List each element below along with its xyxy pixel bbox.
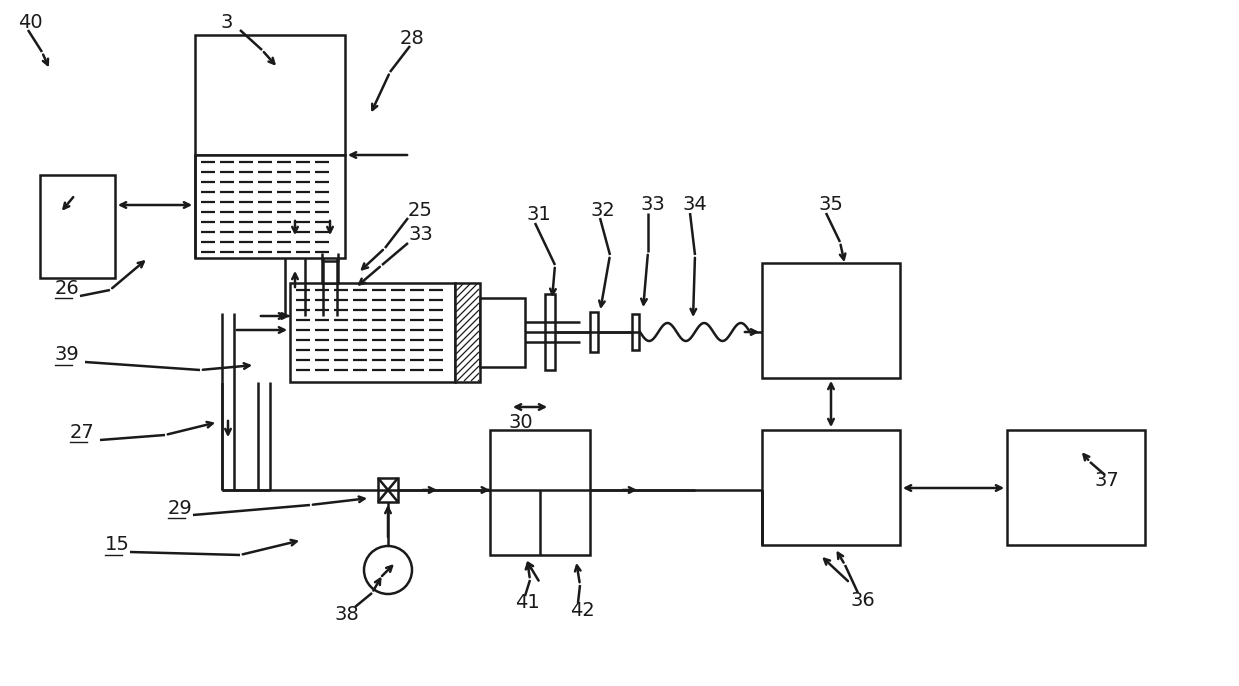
Text: 42: 42	[570, 600, 595, 619]
Bar	[455, 283, 479, 382]
Text: 33: 33	[408, 226, 432, 244]
Text: 35: 35	[818, 196, 843, 215]
Text: 27: 27	[69, 423, 94, 442]
Bar	[195, 155, 344, 258]
Text: 40: 40	[19, 12, 42, 32]
Bar	[545, 294, 555, 370]
Text: 33: 33	[641, 196, 665, 215]
Text: 36: 36	[850, 591, 875, 609]
Bar	[322, 261, 338, 283]
Text: 26: 26	[55, 279, 79, 298]
Bar	[378, 478, 398, 502]
Bar	[290, 283, 455, 382]
Text: 41: 41	[515, 593, 540, 613]
Text: 15: 15	[105, 536, 130, 554]
Bar	[590, 312, 598, 352]
Bar	[195, 35, 344, 155]
Bar	[40, 175, 115, 278]
Text: 32: 32	[590, 200, 615, 220]
Bar	[479, 298, 525, 367]
Text: 25: 25	[408, 200, 432, 220]
Text: 31: 31	[527, 206, 551, 224]
Bar	[762, 430, 900, 545]
Text: 39: 39	[55, 346, 79, 364]
Text: 37: 37	[1095, 471, 1120, 490]
Text: 28: 28	[400, 29, 425, 47]
Text: 29: 29	[169, 499, 193, 517]
Text: 30: 30	[508, 412, 533, 431]
Bar	[489, 430, 590, 555]
Bar	[632, 314, 639, 350]
Text: 38: 38	[335, 604, 359, 624]
Bar	[762, 263, 900, 378]
Text: 34: 34	[681, 196, 706, 215]
Bar	[1007, 430, 1145, 545]
Text: 3: 3	[221, 12, 233, 32]
